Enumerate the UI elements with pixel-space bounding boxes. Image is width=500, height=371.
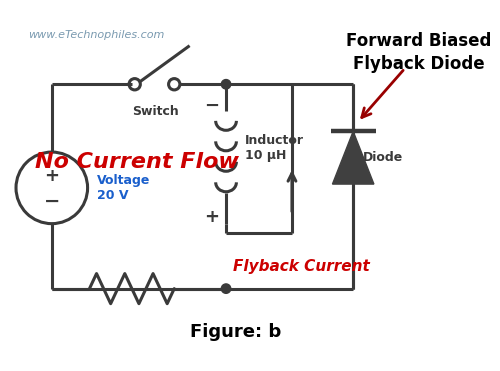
Text: No Current Flow: No Current Flow xyxy=(34,152,238,173)
Text: Forward Biased
Flyback Diode: Forward Biased Flyback Diode xyxy=(346,32,492,73)
Text: Voltage
20 V: Voltage 20 V xyxy=(97,174,150,202)
Text: −: − xyxy=(44,191,60,210)
Text: Inductor
10 μH: Inductor 10 μH xyxy=(245,134,304,162)
Circle shape xyxy=(222,284,230,293)
Text: Switch: Switch xyxy=(132,105,179,118)
Circle shape xyxy=(222,79,230,89)
Text: Figure: b: Figure: b xyxy=(190,323,281,341)
Text: Flyback Current: Flyback Current xyxy=(233,259,370,273)
Polygon shape xyxy=(332,131,374,184)
Text: +: + xyxy=(44,167,60,185)
Text: Diode: Diode xyxy=(362,151,403,164)
Text: +: + xyxy=(204,208,220,226)
Text: www.eTechnophiles.com: www.eTechnophiles.com xyxy=(28,30,164,40)
Text: −: − xyxy=(204,97,220,115)
